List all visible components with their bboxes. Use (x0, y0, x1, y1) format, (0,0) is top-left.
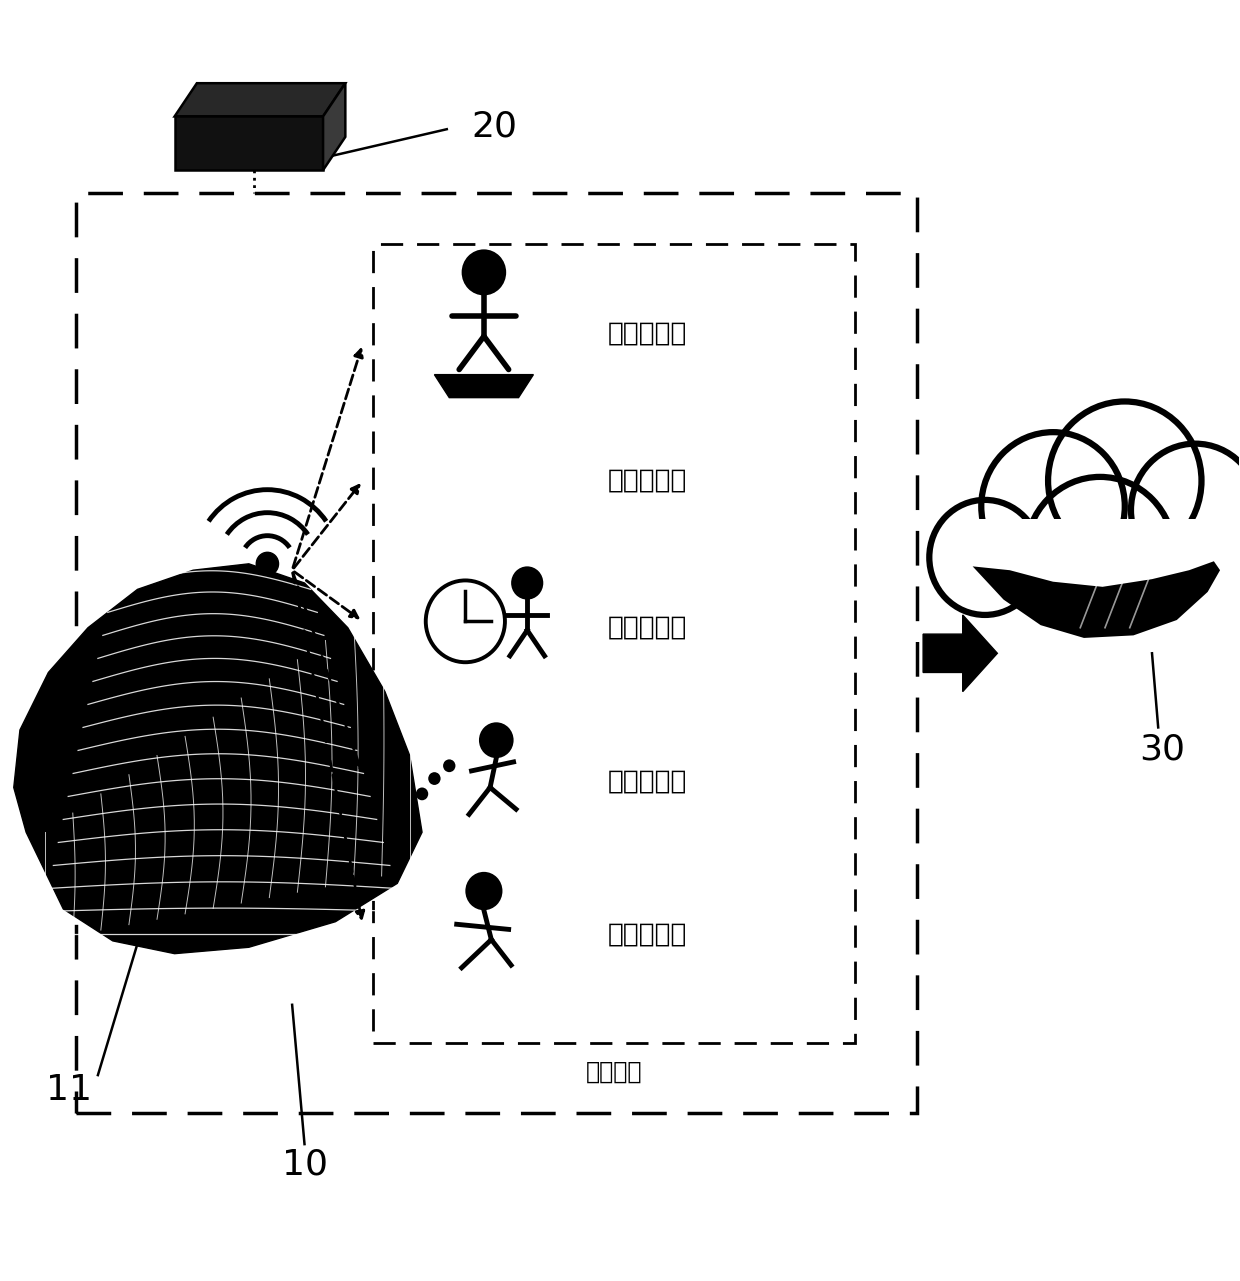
Circle shape (929, 500, 1040, 615)
Polygon shape (966, 410, 1240, 589)
Circle shape (981, 432, 1125, 580)
Text: 行走的状态: 行走的状态 (608, 921, 687, 948)
Polygon shape (324, 83, 345, 170)
Circle shape (465, 872, 502, 911)
Text: 停留的时间: 停留的时间 (608, 615, 687, 640)
Circle shape (1025, 477, 1174, 630)
Polygon shape (972, 561, 1220, 638)
Text: 数据类型: 数据类型 (585, 1059, 642, 1084)
Circle shape (1131, 443, 1240, 576)
Text: 30: 30 (1138, 733, 1185, 766)
Text: 运动的轨迹: 运动的轨迹 (608, 769, 687, 794)
Polygon shape (14, 564, 422, 953)
Circle shape (511, 566, 543, 600)
Polygon shape (175, 117, 324, 170)
Text: 10: 10 (281, 1148, 327, 1181)
Circle shape (461, 250, 506, 296)
Circle shape (257, 552, 279, 575)
Circle shape (425, 580, 505, 662)
Circle shape (428, 772, 440, 785)
Polygon shape (175, 83, 345, 117)
Polygon shape (972, 519, 1240, 583)
Circle shape (1048, 401, 1202, 560)
Text: 11: 11 (46, 1073, 93, 1108)
Circle shape (415, 788, 428, 801)
Text: 行人的朝向: 行人的朝向 (608, 468, 687, 493)
Polygon shape (434, 374, 533, 397)
Circle shape (479, 722, 513, 758)
FancyArrow shape (923, 615, 997, 692)
Circle shape (443, 760, 455, 772)
Text: 20: 20 (471, 110, 517, 143)
Text: 行人的方位: 行人的方位 (608, 320, 687, 347)
